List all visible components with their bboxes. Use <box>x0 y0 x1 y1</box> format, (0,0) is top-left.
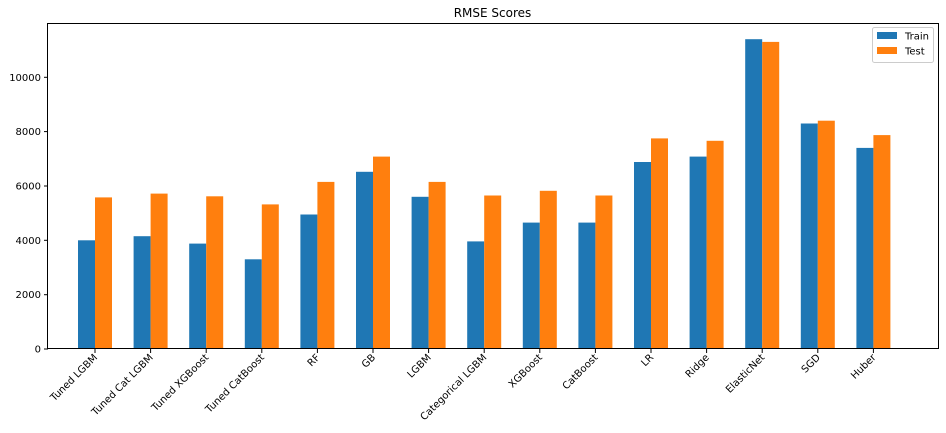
legend: Train Test <box>872 27 934 63</box>
plot-area <box>78 39 891 350</box>
bar-test-7 <box>428 181 446 349</box>
bar-train-3 <box>189 243 207 349</box>
legend-swatch-test <box>877 47 897 54</box>
bar-train-11 <box>634 162 651 349</box>
bar-train-10 <box>578 222 596 349</box>
y-tick-label-4: 6000 <box>16 182 41 193</box>
bar-test-8 <box>484 195 502 349</box>
bar-train-4 <box>244 259 262 349</box>
bar-train-5 <box>300 214 318 349</box>
bar-test-1 <box>95 197 112 349</box>
y-tick-label-5: 8000 <box>16 127 41 138</box>
bar-test-15 <box>873 135 891 349</box>
bar-test-10 <box>595 195 613 349</box>
bar-test-3 <box>206 196 224 349</box>
legend-label-test: Test <box>904 47 925 58</box>
bar-test-12 <box>706 140 724 349</box>
bar-test-9 <box>539 190 557 349</box>
chart-title: RMSE Scores <box>454 6 532 20</box>
y-tick-label-1: 0 <box>35 345 41 356</box>
legend-swatch-train <box>877 32 897 39</box>
bar-test-11 <box>651 138 668 349</box>
bar-test-5 <box>317 181 335 349</box>
legend-label-train: Train <box>904 32 929 43</box>
bar-train-13 <box>745 39 763 349</box>
bar-train-8 <box>467 241 485 349</box>
bar-test-6 <box>373 156 390 349</box>
plot-frame <box>47 23 939 349</box>
bar-train-1 <box>78 240 95 349</box>
bar-train-12 <box>689 156 707 349</box>
y-tick-label-2: 2000 <box>16 290 41 301</box>
y-tick-label-3: 4000 <box>16 236 41 247</box>
bar-train-2 <box>133 236 151 349</box>
bar-train-7 <box>411 196 429 349</box>
bar-train-14 <box>800 123 818 349</box>
bar-train-6 <box>356 171 373 349</box>
bar-train-9 <box>522 222 540 349</box>
bar-train-15 <box>856 147 874 349</box>
bar-test-2 <box>150 193 168 349</box>
y-tick-label-6: 10000 <box>9 73 41 84</box>
bar-test-4 <box>261 204 279 349</box>
bar-test-14 <box>817 120 835 349</box>
bar-test-13 <box>762 41 780 350</box>
